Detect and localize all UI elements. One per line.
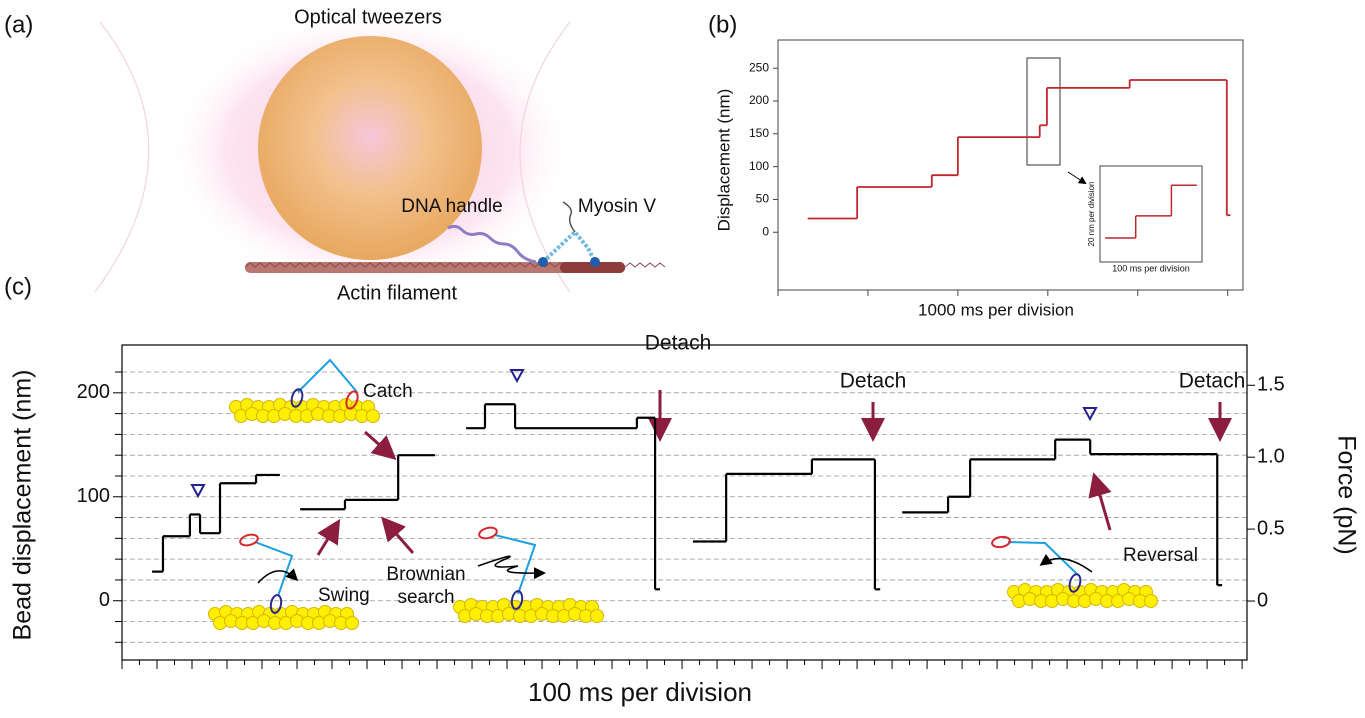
annotation: Detach [840, 370, 907, 393]
y-axis-label: Bead displacement (nm) [9, 370, 37, 641]
dna-handle [447, 224, 537, 264]
myosin-head [538, 257, 548, 267]
bead [258, 36, 482, 260]
actin-monomer [345, 616, 359, 630]
y2-tick-label: 1.5 [1257, 374, 1285, 396]
step-marker [190, 484, 206, 499]
myosin-head [269, 594, 283, 614]
pointer-arrow [381, 516, 415, 554]
plot-frame [777, 39, 1244, 291]
motion-arrow [1039, 553, 1093, 573]
panel-label: (c) [4, 273, 32, 300]
annotation: Brownian [386, 564, 465, 585]
label: Optical tweezers [294, 6, 442, 28]
y-tick-label: 150 [749, 126, 769, 140]
y-tick-label: 200 [77, 381, 110, 403]
myosin-head [590, 257, 600, 267]
myosin-head [991, 535, 1011, 549]
annotation: Detach [645, 332, 712, 355]
actin-monomer [366, 409, 380, 423]
y2-axis-label: Force (pN) [1332, 435, 1360, 554]
y2-tick-label: 1.0 [1257, 445, 1285, 467]
motion-arrow [257, 568, 299, 584]
pointer-arrow [1088, 472, 1112, 531]
myosin-head [290, 388, 304, 408]
inset-x-label: 100 ms per division [1112, 263, 1190, 273]
y-tick-label: 100 [77, 485, 110, 507]
step-marker [509, 369, 525, 384]
pointer-arrow [316, 518, 341, 556]
step-marker [1082, 407, 1098, 422]
y2-tick-label: 0.5 [1257, 517, 1285, 539]
y-axis-label: Displacement (nm) [714, 89, 733, 232]
actin-monomer [590, 609, 604, 623]
myosin-head [478, 526, 498, 540]
annotation: Swing [318, 585, 370, 606]
myosin-lever [1007, 541, 1079, 576]
y-tick-label: 0 [99, 589, 110, 611]
myosin-lever [297, 358, 358, 393]
label: Myosin V [578, 196, 656, 217]
x-axis-label: 1000 ms per division [918, 300, 1074, 319]
actin-dark-segment [560, 262, 625, 273]
panel-label: (a) [4, 11, 33, 38]
myosin-legs [541, 229, 597, 264]
x-axis-label: 100 ms per division [528, 677, 752, 707]
plot-frame [121, 344, 1248, 661]
annotation: Detach [1179, 370, 1246, 393]
y-tick-label: 0 [762, 224, 769, 238]
myosin-head [510, 590, 524, 610]
zoom-arrow [1067, 171, 1087, 185]
panel-label: (b) [708, 11, 737, 38]
myosin-tail [562, 201, 576, 233]
annotation: search [397, 587, 454, 608]
y-tick-label: 50 [756, 192, 770, 206]
myosin-head [1068, 573, 1082, 593]
y-tick-label: 100 [749, 159, 769, 173]
myosin-lever [494, 534, 537, 595]
myosin-head [239, 533, 259, 547]
trap-outline [94, 21, 150, 293]
panel-a-illustration: Optical tweezers DNA handle Myosin V Act… [94, 6, 666, 304]
annotation: Catch [363, 381, 413, 402]
pointer-arrow [364, 430, 397, 460]
zoom-box [1026, 57, 1061, 166]
actin-monomer [1144, 594, 1158, 608]
y2-tick-label: 0 [1257, 589, 1268, 611]
inset-frame [1099, 165, 1203, 263]
annotation: Reversal [1123, 545, 1198, 566]
y-tick-label: 250 [749, 60, 769, 74]
y-tick-label: 200 [749, 93, 769, 107]
motion-arrow [477, 555, 546, 580]
myosin-head [345, 390, 359, 410]
myosin-lever [254, 541, 294, 597]
label: DNA handle [401, 196, 502, 217]
inset-y-label: 20 nm per division [1087, 182, 1096, 247]
label: Actin filament [337, 282, 457, 304]
